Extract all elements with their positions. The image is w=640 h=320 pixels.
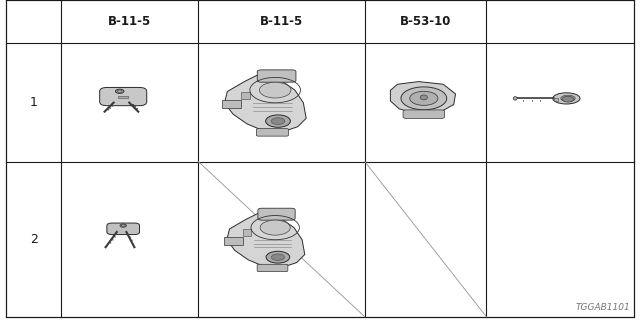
Text: B-11-5: B-11-5 xyxy=(108,15,151,28)
Circle shape xyxy=(266,115,291,127)
FancyBboxPatch shape xyxy=(257,129,289,136)
Bar xyxy=(224,237,243,245)
Ellipse shape xyxy=(553,93,580,104)
Circle shape xyxy=(115,89,124,93)
Text: 2: 2 xyxy=(29,233,38,246)
Circle shape xyxy=(401,87,447,110)
FancyBboxPatch shape xyxy=(100,87,147,106)
Bar xyxy=(118,96,129,98)
Circle shape xyxy=(563,96,574,102)
Bar xyxy=(241,92,250,99)
Circle shape xyxy=(120,224,127,227)
Text: B-53-10: B-53-10 xyxy=(400,15,451,28)
FancyBboxPatch shape xyxy=(107,223,140,235)
Ellipse shape xyxy=(513,97,517,100)
Circle shape xyxy=(260,220,291,235)
Bar xyxy=(554,98,558,101)
Bar xyxy=(243,229,251,236)
Bar xyxy=(221,100,241,108)
FancyBboxPatch shape xyxy=(257,264,288,272)
Circle shape xyxy=(259,82,291,98)
Polygon shape xyxy=(227,212,305,268)
Text: B-11-5: B-11-5 xyxy=(260,15,303,28)
Polygon shape xyxy=(225,73,306,132)
FancyBboxPatch shape xyxy=(258,208,295,220)
Circle shape xyxy=(410,91,438,105)
FancyBboxPatch shape xyxy=(403,110,445,118)
FancyBboxPatch shape xyxy=(257,70,296,82)
Circle shape xyxy=(271,118,285,124)
Circle shape xyxy=(271,254,284,260)
Ellipse shape xyxy=(561,95,575,102)
Text: 1: 1 xyxy=(29,96,38,109)
Ellipse shape xyxy=(420,95,428,100)
Text: TGGAB1101: TGGAB1101 xyxy=(575,303,630,312)
Polygon shape xyxy=(390,82,456,114)
Circle shape xyxy=(266,251,290,263)
